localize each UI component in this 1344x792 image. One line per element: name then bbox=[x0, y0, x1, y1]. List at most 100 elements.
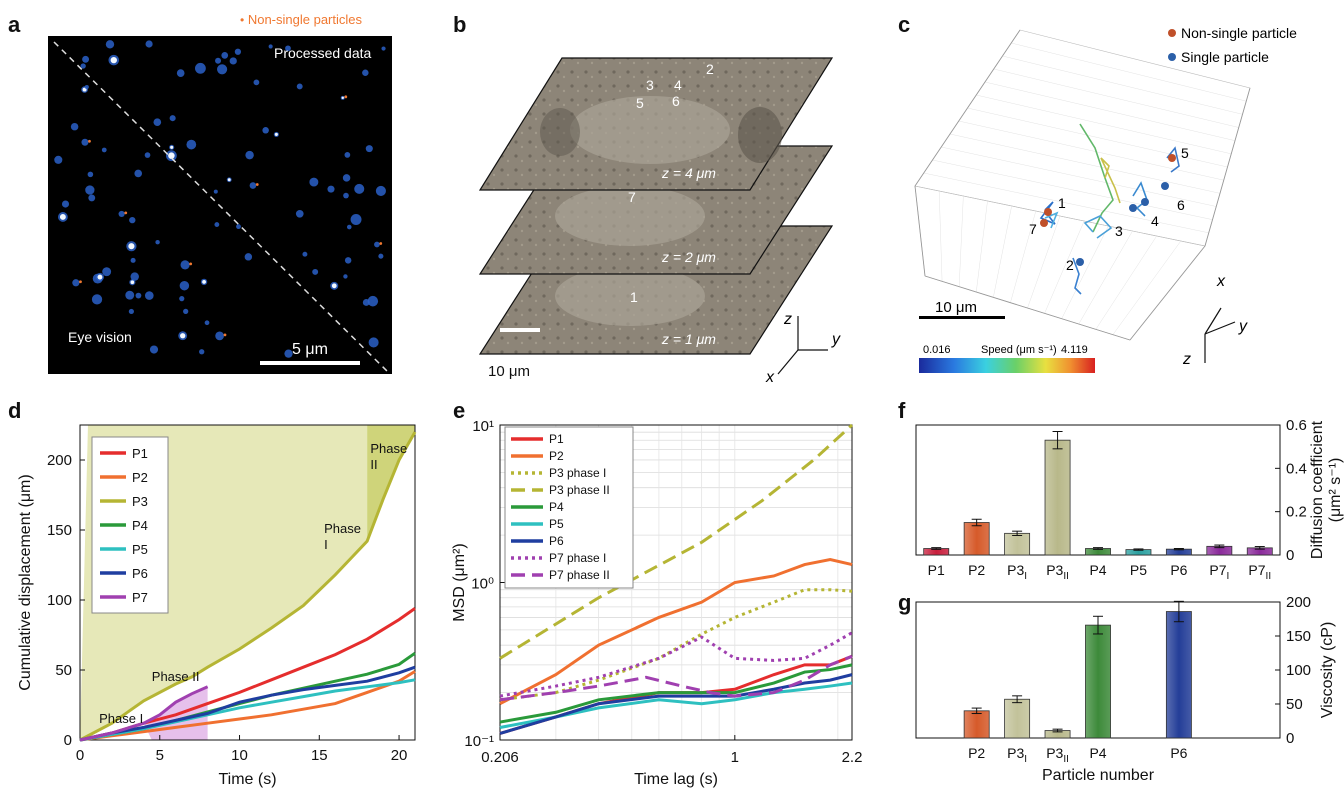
axis-y-c: y bbox=[1238, 318, 1248, 335]
y-tick-label: 0 bbox=[64, 732, 72, 749]
particle-number-c: 3 bbox=[1115, 223, 1123, 239]
panel-letter-d: d bbox=[8, 398, 22, 423]
particle-number-b: 2 bbox=[706, 61, 714, 77]
legend-label: P2 bbox=[549, 449, 564, 463]
y-tick-label: 0 bbox=[1286, 547, 1294, 564]
annotation-phase: Phase II bbox=[152, 669, 200, 684]
y-tick-label: 10⁰ bbox=[471, 576, 494, 593]
particle-dot bbox=[221, 51, 229, 59]
x-tick-label: 0 bbox=[76, 747, 84, 764]
z-label-bottom: z = 1 μm bbox=[661, 331, 716, 347]
category-subscript: II bbox=[1266, 571, 1272, 582]
annotation-line: Phase bbox=[324, 521, 361, 536]
category-label: P3I bbox=[1007, 745, 1027, 765]
category-base: P1 bbox=[928, 562, 945, 578]
legend-label: P3 phase I bbox=[549, 466, 606, 480]
particle-dot bbox=[72, 279, 80, 287]
marker-single-4 bbox=[1141, 198, 1149, 206]
scale-bar-a bbox=[260, 361, 360, 365]
grid-line bbox=[923, 172, 1209, 234]
particle-dot bbox=[249, 182, 257, 189]
panel-letter-c: c bbox=[898, 12, 911, 37]
grid-line bbox=[976, 94, 1232, 155]
particle-dot bbox=[179, 296, 185, 302]
particle-dot bbox=[284, 349, 293, 358]
particle-dot bbox=[215, 57, 222, 64]
particle-dot bbox=[374, 241, 380, 248]
category-base: P4 bbox=[1089, 745, 1106, 761]
legend-non-single-a-label: Non-single particles bbox=[247, 12, 362, 27]
y-axis-label: Viscosity (cP) bbox=[1319, 622, 1336, 719]
particle-dot bbox=[368, 337, 379, 348]
non-single-dot bbox=[255, 183, 259, 186]
particle-number-b: 5 bbox=[636, 95, 644, 111]
x-tick-label: 20 bbox=[391, 747, 408, 764]
category-base: P2 bbox=[968, 745, 985, 761]
bar bbox=[963, 522, 990, 556]
particle-dot bbox=[343, 192, 349, 199]
particle-dot bbox=[268, 44, 273, 49]
legend-label: P1 bbox=[132, 446, 148, 461]
stack-b: 2 3 4 5 6 7 1 z = 4 μm z = 2 μm z = 1 μm… bbox=[478, 57, 841, 385]
non-single-dot bbox=[344, 95, 348, 99]
y-axis-label-line: Diffusion coefficient bbox=[1309, 420, 1326, 559]
z-label-top: z = 4 μm bbox=[661, 165, 716, 181]
x-tick-label: 2.2 bbox=[842, 749, 863, 766]
annotation-line: I bbox=[324, 537, 328, 552]
y-axis-label: Diffusion coefficient(μm² s⁻¹) bbox=[1309, 420, 1344, 559]
phase-ii-region bbox=[367, 425, 415, 542]
legend-label: P4 bbox=[132, 518, 148, 533]
x-axis-label: Time (s) bbox=[218, 771, 276, 788]
x-tick-label: 15 bbox=[311, 747, 328, 764]
marker-single-3 bbox=[1129, 204, 1137, 212]
bar bbox=[1044, 439, 1071, 556]
category-subscript: I bbox=[1227, 571, 1230, 582]
grid-line bbox=[1095, 235, 1157, 330]
particle-dot bbox=[342, 174, 351, 182]
particle-dot bbox=[378, 253, 384, 259]
category-label: P3II bbox=[1046, 745, 1069, 765]
grid-line bbox=[941, 146, 1217, 207]
y-axis-label-line: (μm² s⁻¹) bbox=[1327, 458, 1344, 523]
series-line-p6 bbox=[499, 673, 853, 735]
particle-dot-bright bbox=[331, 283, 337, 289]
particle-dot bbox=[80, 63, 86, 69]
particle-dot bbox=[327, 185, 335, 193]
particle-number-c: 1 bbox=[1058, 195, 1066, 211]
particle-dot bbox=[295, 209, 304, 218]
chart-f-g: 00.20.40.6P1 P2 P3I P3II P4 P5 P6 P7I P7IIDiffus… bbox=[915, 417, 1344, 784]
category-subscript: I bbox=[1024, 571, 1027, 582]
legend-label: P1 bbox=[549, 432, 564, 446]
legend-label: P6 bbox=[549, 534, 564, 548]
particle-dot bbox=[296, 83, 303, 90]
particle-dot bbox=[229, 57, 237, 65]
y-tick-label: 10⁻¹ bbox=[464, 733, 494, 750]
y-tick-label: 10¹ bbox=[472, 418, 494, 435]
category-subscript: I bbox=[1024, 754, 1027, 765]
particle-number-b: 7 bbox=[628, 189, 636, 205]
category-label: P6 bbox=[1170, 745, 1187, 761]
scale-label-b: 10 μm bbox=[488, 363, 530, 380]
category-base: P3 bbox=[1046, 745, 1063, 761]
particle-dot bbox=[84, 85, 89, 90]
particle-dot bbox=[91, 294, 103, 305]
panel-letter-f: f bbox=[898, 398, 906, 423]
legend-label: P7 bbox=[132, 590, 148, 605]
particle-number-b: 6 bbox=[672, 93, 680, 109]
particle-number-b: 3 bbox=[646, 77, 654, 93]
z-label-middle: z = 2 μm bbox=[661, 249, 716, 265]
panel-letter-g: g bbox=[898, 590, 912, 615]
particle-dot bbox=[213, 189, 218, 194]
particle-dot bbox=[176, 69, 185, 77]
marker-non-single-1 bbox=[1044, 208, 1052, 216]
particle-dot bbox=[350, 214, 362, 225]
category-label: P6 bbox=[1170, 562, 1187, 578]
particle-dot bbox=[381, 46, 386, 51]
particle-dot bbox=[344, 257, 352, 264]
category-base: P6 bbox=[1170, 745, 1187, 761]
grid-line bbox=[1061, 225, 1109, 319]
legend-marker-single bbox=[1168, 53, 1176, 61]
grid-line bbox=[1002, 55, 1243, 115]
particle-number-c: 7 bbox=[1029, 221, 1037, 237]
particle-dot-bright bbox=[274, 132, 278, 136]
